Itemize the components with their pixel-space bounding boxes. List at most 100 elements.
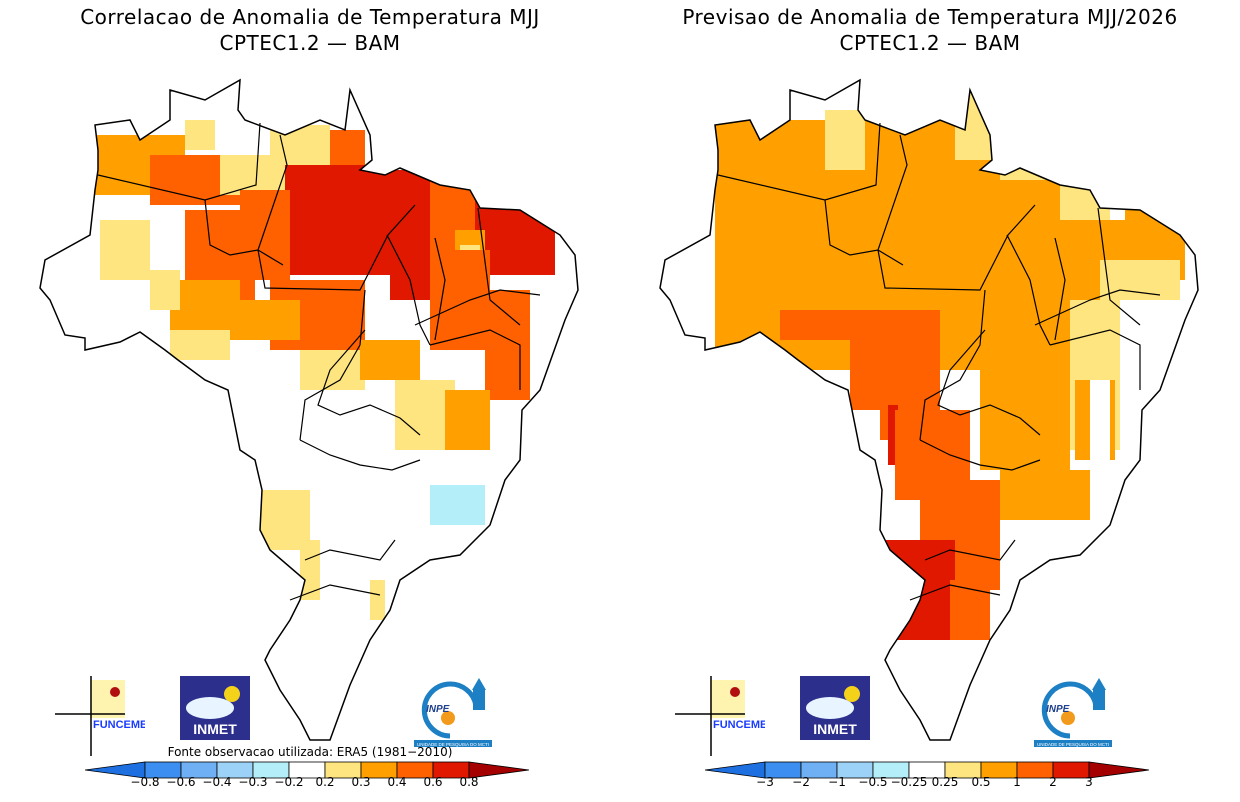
colorbar-tick-label: −0.25 (890, 775, 928, 789)
funceme-dot (730, 687, 740, 697)
state-border (429, 329, 521, 390)
forecast-panel: Previsao de Anomalia de Temperatura MJJ/… (620, 0, 1240, 802)
inpe-text: INPE (426, 704, 450, 715)
inpe-arrow-stem (1093, 690, 1105, 710)
forecast-colorbar (705, 761, 1150, 779)
grid-cell (445, 390, 490, 450)
grid-cell (370, 580, 385, 620)
colorbar-tick-label: 0.5 (971, 775, 991, 789)
colorbar-segment (1016, 761, 1054, 779)
colorbar-tick-label: −0.2 (274, 775, 304, 789)
grid-cell (390, 170, 430, 300)
colorbar-tick-label: −0.5 (858, 775, 888, 789)
state-border (97, 122, 261, 201)
inmet-logo: INMET (800, 676, 870, 740)
grid-cell (170, 330, 230, 360)
forecast-map (659, 78, 1199, 741)
title-line-2: CPTEC1.2 — BAM (219, 31, 401, 55)
anomaly-cells (715, 80, 1185, 640)
colorbar-tick-label: 3 (1085, 775, 1093, 789)
colorbar-tick-label: 0.3 (351, 775, 371, 789)
correlation-map (39, 78, 579, 741)
state-border (924, 539, 1016, 561)
state-border (204, 199, 284, 266)
grid-cell (430, 485, 485, 525)
grid-cell (780, 310, 850, 340)
colorbar-tick-label: −1 (828, 775, 846, 789)
inpe-text: INPE (1046, 704, 1070, 715)
source-note: Fonte observacao utilizada: ERA5 (1981−2… (167, 745, 453, 759)
grid-cell (220, 155, 270, 195)
correlation-colorbar (85, 761, 530, 779)
country-border (39, 78, 579, 741)
state-border (434, 237, 446, 341)
grid-cell (240, 300, 300, 340)
colorbar-tick-label: 0.4 (387, 775, 407, 789)
state-border (937, 329, 1041, 436)
state-border (824, 199, 904, 266)
funceme-square (90, 680, 125, 718)
state-border (877, 204, 1036, 291)
state-border (257, 134, 288, 251)
grid-cell (955, 80, 995, 160)
inmet-text: INMET (193, 721, 237, 737)
funceme-logo: FUNCEME (675, 676, 765, 756)
inmet-logo: INMET (180, 676, 250, 740)
colorbar-tick-label: 0.2 (315, 775, 335, 789)
state-border (477, 207, 521, 326)
grid-cell (888, 405, 898, 465)
state-border (1054, 237, 1066, 341)
inpe-arrow (472, 678, 486, 690)
colorbar-tick-label: 1 (1013, 775, 1021, 789)
colorbar-tick-label: −0.8 (130, 775, 160, 789)
grid-cell (1090, 380, 1110, 480)
colorbar-tick-label: 0.8 (459, 775, 479, 789)
funceme-square (710, 680, 745, 718)
inpe-arrow-stem (473, 690, 485, 710)
colorbar-tick-label: −0.3 (238, 775, 268, 789)
sun-icon (224, 686, 240, 702)
grid-cell (1000, 470, 1090, 520)
cloud-icon (806, 697, 854, 719)
colorbar-tick-label: −3 (756, 775, 774, 789)
inpe-logo: INPE UNIDADE DE PESQUISA DO MCTI (414, 678, 492, 747)
inpe-logo: INPE UNIDADE DE PESQUISA DO MCTI (1034, 678, 1112, 747)
title-line-2: CPTEC1.2 — BAM (839, 31, 1021, 55)
grid-cell (825, 110, 865, 170)
state-border (1034, 289, 1161, 326)
colorbar-tick-label: 2 (1049, 775, 1057, 789)
colorbar-tick-label: −0.4 (202, 775, 232, 789)
inpe-banner (414, 740, 492, 747)
grid-cell (920, 480, 1000, 540)
grid-cell (360, 340, 420, 380)
inpe-arc (421, 681, 479, 739)
state-border (717, 122, 881, 201)
funceme-dot (110, 687, 120, 697)
grid-cell (185, 120, 215, 150)
title-line-1: Correlacao de Anomalia de Temperatura MJ… (80, 5, 540, 29)
colorbar-tick-label: 0.6 (423, 775, 443, 789)
state-border (1097, 207, 1141, 326)
colorbar-high-arrow (1088, 761, 1150, 779)
inpe-dot (441, 711, 455, 725)
grid-cell (300, 350, 365, 390)
colorbar-tick-label: −2 (792, 775, 810, 789)
inpe-dot (1061, 711, 1075, 725)
grid-cell (1100, 260, 1180, 300)
title-line-1: Previsao de Anomalia de Temperatura MJJ/… (682, 5, 1178, 29)
inpe-banner (1034, 740, 1112, 747)
grid-cell (485, 290, 530, 400)
grid-cell (150, 270, 180, 310)
cloud-icon (186, 697, 234, 719)
state-border (317, 329, 421, 436)
state-border (919, 439, 1041, 471)
grid-cell (1000, 140, 1060, 180)
funceme-text: FUNCEME (93, 719, 145, 731)
funceme-text: FUNCEME (713, 719, 765, 731)
correlation-title: Correlacao de Anomalia de Temperatura MJ… (0, 4, 620, 56)
state-border (304, 539, 396, 561)
state-border (1006, 234, 1051, 346)
inpe-arc (1041, 681, 1099, 739)
state-border (909, 584, 1001, 601)
colorbar-segment (1052, 761, 1090, 779)
